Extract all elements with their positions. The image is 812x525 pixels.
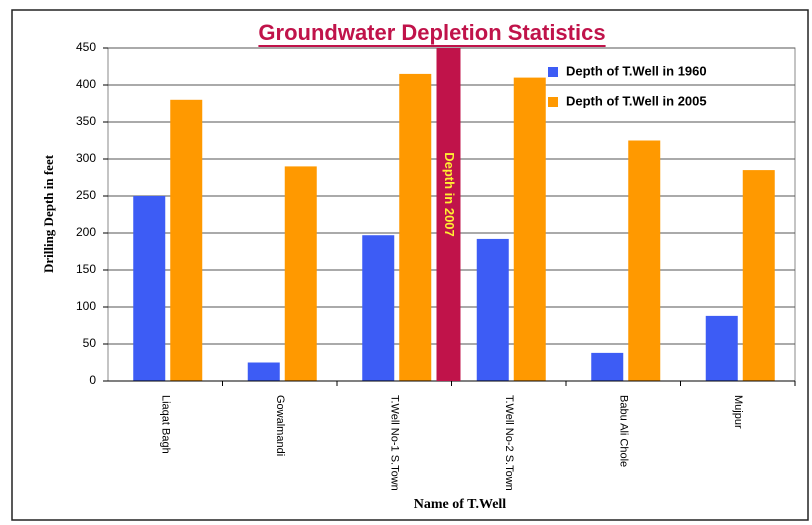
y-tick-label: 300 [76, 151, 96, 165]
bar [133, 196, 166, 381]
x-tick-label: Mujpur [732, 395, 744, 429]
bar [476, 238, 509, 381]
y-tick-label: 450 [76, 40, 96, 54]
y-tick-label: 100 [76, 299, 96, 313]
legend-label: Depth of T.Well in 2005 [566, 93, 707, 108]
x-tick-label: Gowalmandi [274, 395, 286, 456]
bar [513, 77, 546, 381]
x-tick-label: T.Well No-2 S.Town [503, 395, 515, 491]
bar [284, 166, 317, 381]
y-tick-label: 200 [76, 225, 96, 239]
x-axis-label: Name of T.Well [414, 497, 507, 512]
y-tick-label: 150 [76, 262, 96, 276]
legend-label: Depth of T.Well in 1960 [566, 63, 707, 78]
annotation-label: Depth in 2007 [442, 152, 457, 237]
x-tick-label: T.Well No-1 S.Town [388, 395, 400, 491]
annotation-bar [436, 48, 461, 381]
x-tick-label: Liaqat Bagh [159, 395, 171, 454]
y-tick-label: 350 [76, 114, 96, 128]
y-tick-label: 0 [89, 373, 96, 387]
bar [628, 140, 661, 381]
bar [742, 170, 775, 381]
legend-swatch [548, 97, 558, 107]
legend-swatch [548, 67, 558, 77]
bar [247, 362, 280, 381]
bar [362, 235, 395, 381]
y-tick-label: 250 [76, 188, 96, 202]
bar [399, 73, 432, 382]
x-tick-label: Babu Ali Chole [617, 395, 629, 467]
y-axis-label: Drilling Depth in feet [41, 154, 56, 273]
chart-title: Groundwater Depletion Statistics [258, 20, 605, 45]
bar [170, 99, 203, 382]
y-tick-label: 400 [76, 77, 96, 91]
bar [591, 352, 624, 381]
y-tick-label: 50 [83, 336, 97, 350]
bar [705, 315, 738, 381]
